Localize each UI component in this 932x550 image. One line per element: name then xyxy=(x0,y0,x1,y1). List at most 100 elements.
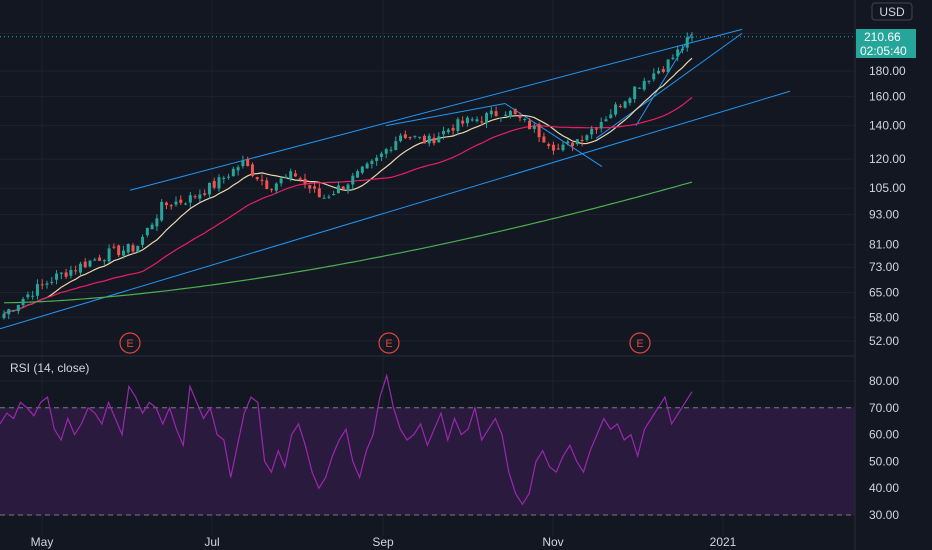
candle-body xyxy=(12,310,16,312)
rsi-line-group xyxy=(0,373,693,506)
candle-body xyxy=(40,284,44,286)
candle-body xyxy=(661,69,665,72)
candle-body xyxy=(260,179,264,181)
price-tick-label: 81.00 xyxy=(869,238,899,252)
candles xyxy=(2,32,694,320)
candle-body xyxy=(121,250,125,256)
candle-body xyxy=(614,104,618,115)
earnings-marker xyxy=(629,332,651,354)
candle-body xyxy=(188,195,192,203)
candle-body xyxy=(93,259,97,261)
time-tick-label: 2021 xyxy=(710,535,737,549)
candle-body xyxy=(141,236,145,245)
currency-button[interactable]: USD xyxy=(871,2,913,21)
candle-body xyxy=(580,140,584,142)
candle-body xyxy=(270,189,274,191)
earnings-marker-label: E xyxy=(385,338,392,350)
candle-body xyxy=(50,281,54,283)
candle-body xyxy=(327,196,331,198)
price-tick-label: 93.00 xyxy=(869,208,899,222)
time-tick-label: Nov xyxy=(542,535,563,549)
candle-body xyxy=(442,130,446,135)
candle-body xyxy=(528,120,532,130)
rsi-tick-label: 80.00 xyxy=(869,374,899,388)
candle-body xyxy=(88,260,92,267)
candle-body xyxy=(399,135,403,142)
candle-body xyxy=(604,119,608,122)
candle-body xyxy=(676,49,680,57)
time-tick-label: Jul xyxy=(204,535,219,549)
candle-body xyxy=(585,135,589,140)
candle-body xyxy=(456,119,460,131)
candle-body xyxy=(575,139,579,145)
ma-slow-line xyxy=(3,181,693,304)
price-tick-label: 73.00 xyxy=(869,260,899,274)
candle-body xyxy=(418,136,422,138)
candle-body xyxy=(136,245,140,253)
candle-body xyxy=(599,122,603,129)
candle-body xyxy=(246,159,250,167)
candle-body xyxy=(308,184,312,189)
candle-body xyxy=(265,180,269,190)
candle-body xyxy=(518,115,522,118)
candle-body xyxy=(637,87,641,89)
candle-body xyxy=(284,176,288,178)
candle-body xyxy=(394,141,398,150)
candle-body xyxy=(212,180,216,188)
candle-body xyxy=(274,183,278,191)
candle-body xyxy=(150,224,154,230)
candle-body xyxy=(566,141,570,144)
candle-body xyxy=(117,245,121,256)
candle-body xyxy=(83,261,87,268)
candle-body xyxy=(341,186,345,190)
candle-body xyxy=(561,144,565,151)
candle-body xyxy=(98,257,102,261)
rsi-tick-label: 40.00 xyxy=(869,481,899,495)
candle-body xyxy=(193,196,197,198)
candle-body xyxy=(389,149,393,151)
ma-mid-line xyxy=(3,97,693,315)
candle-body xyxy=(74,270,78,272)
candle-body xyxy=(475,119,479,122)
price-tag-value: 210.66 xyxy=(864,30,901,44)
price-tick-label: 180.00 xyxy=(869,64,906,78)
candle-body xyxy=(571,142,575,147)
candle-body xyxy=(671,57,675,59)
candle-body xyxy=(494,111,498,117)
candle-body xyxy=(623,101,627,108)
candle-body xyxy=(547,144,551,146)
trendline xyxy=(0,90,791,330)
rsi-title: RSI (14, close) xyxy=(10,361,89,375)
candle-body xyxy=(317,188,321,198)
candle-body xyxy=(59,272,63,274)
candle-body xyxy=(537,124,541,138)
rsi-tick-label: 60.00 xyxy=(869,428,899,442)
countdown-value: 02:05:40 xyxy=(860,44,907,58)
candle-body xyxy=(356,171,360,178)
candle-body xyxy=(160,201,164,221)
time-tick-label: Sep xyxy=(372,535,394,549)
candle-body xyxy=(126,244,130,253)
trendline xyxy=(129,28,743,191)
candle-body xyxy=(508,110,512,117)
candle-body xyxy=(231,168,235,177)
candle-body xyxy=(107,248,111,262)
candle-body xyxy=(365,163,369,169)
candle-body xyxy=(685,37,689,48)
candle-body xyxy=(360,166,364,173)
earnings-marker-label: E xyxy=(636,338,643,350)
trendline xyxy=(595,32,743,139)
candle-body xyxy=(26,294,30,298)
countdown-bg xyxy=(856,44,916,58)
candle-body xyxy=(590,128,594,135)
candle-body xyxy=(499,117,503,119)
candle-body xyxy=(45,283,49,285)
candle-body xyxy=(2,313,6,319)
earnings-marker xyxy=(119,332,141,354)
candle-body xyxy=(470,119,474,121)
candle-body xyxy=(322,197,326,199)
candle-body xyxy=(370,160,374,164)
trendline xyxy=(385,103,506,127)
